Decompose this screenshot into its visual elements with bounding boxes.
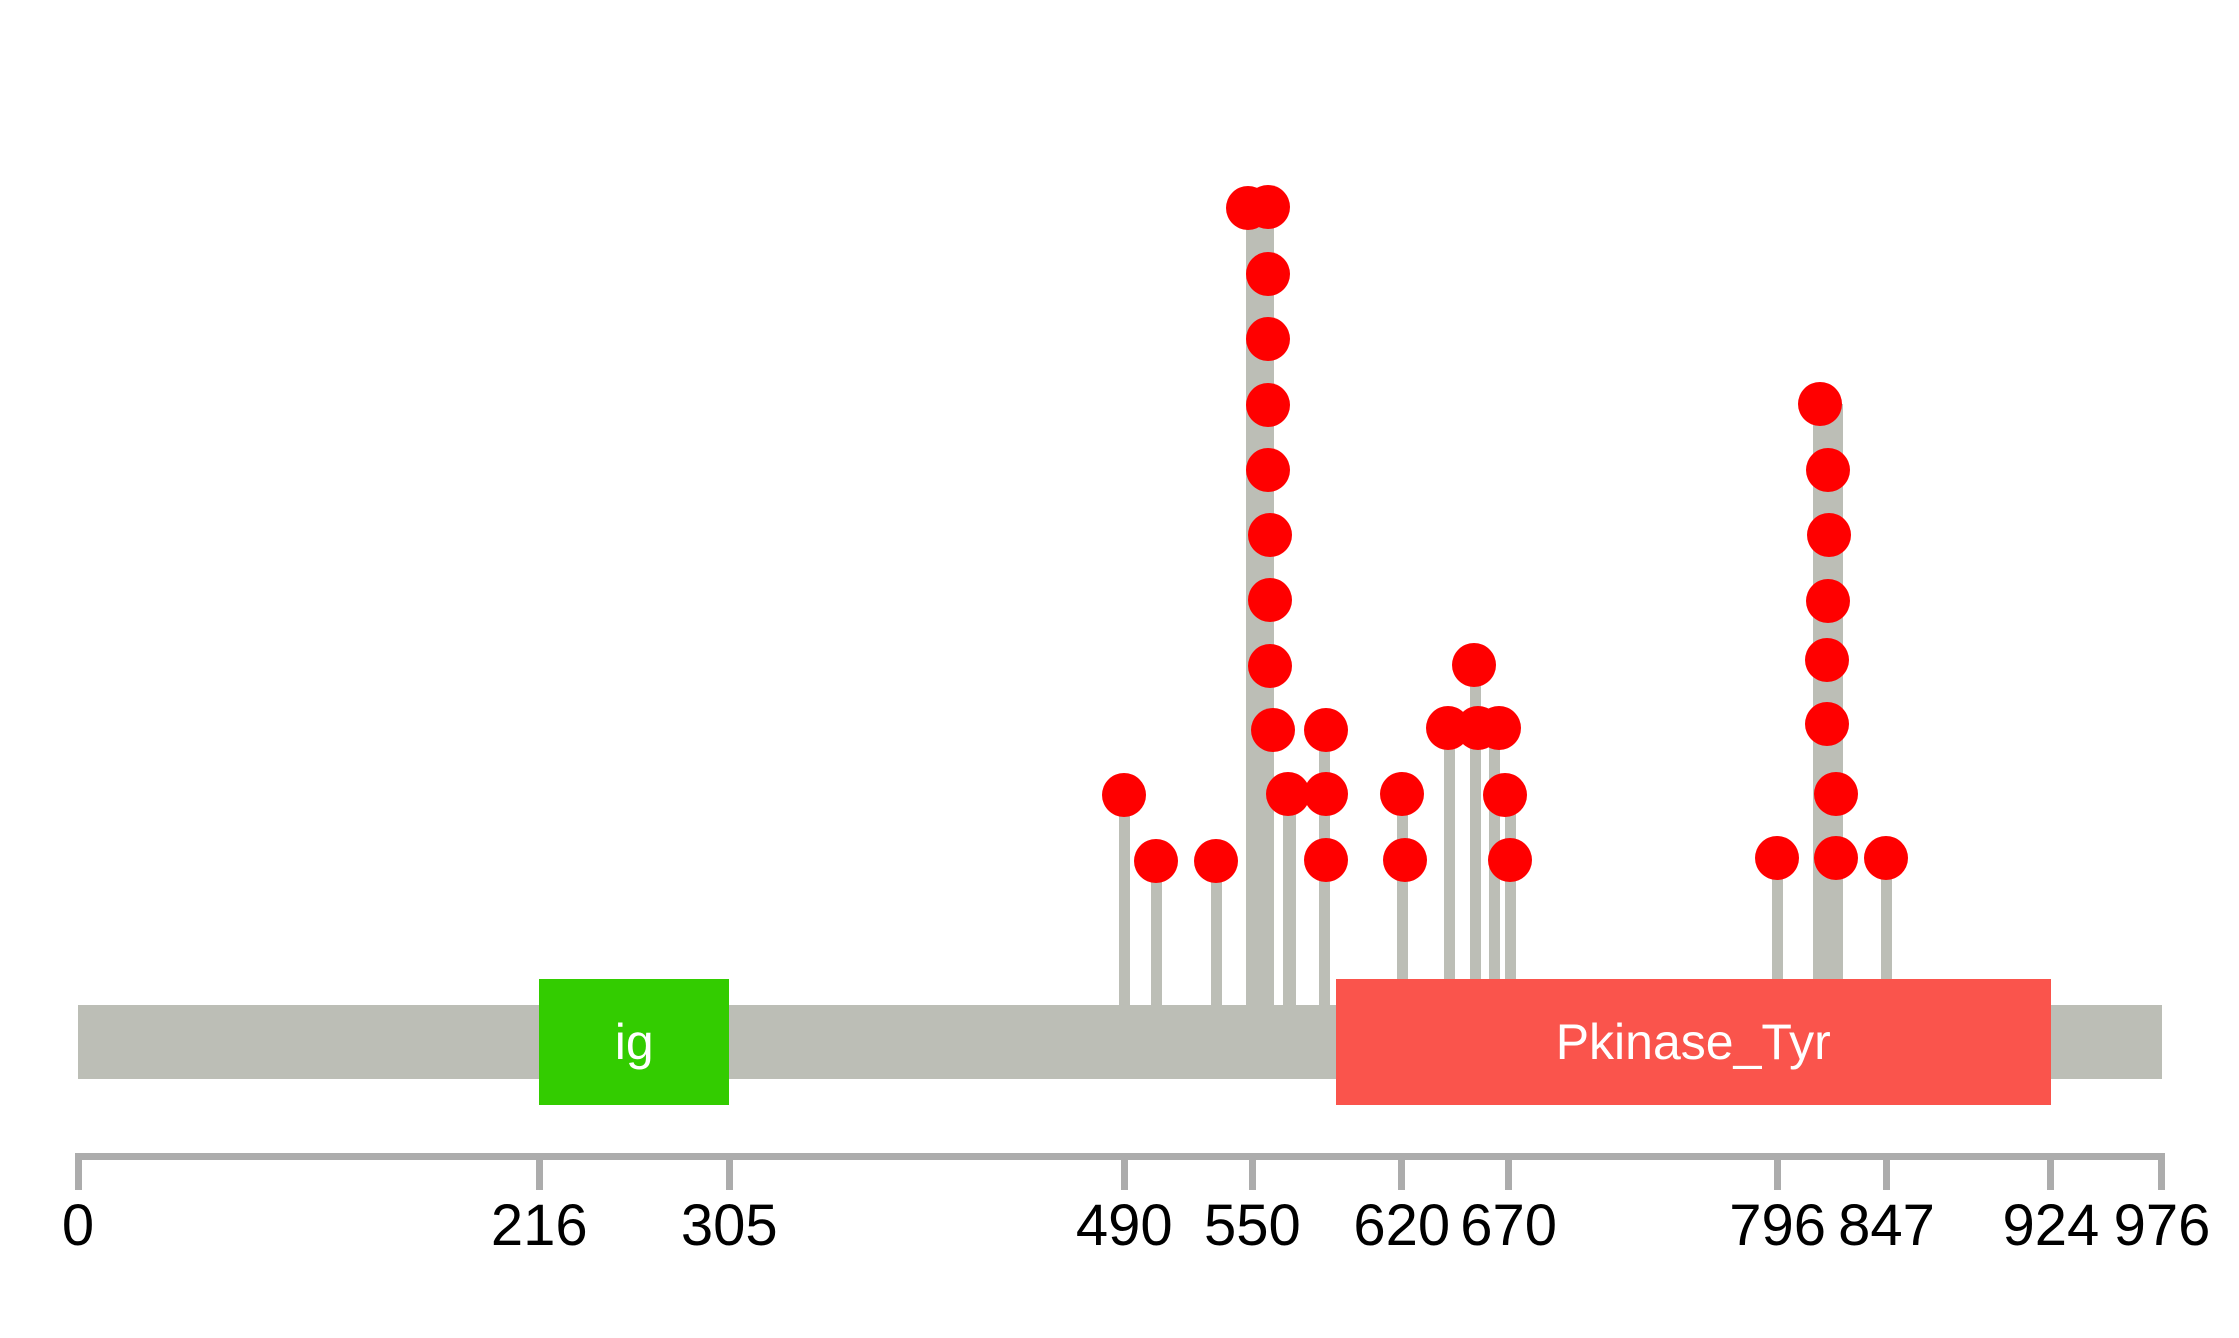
axis-tick-label: 796 [1729, 1193, 1826, 1258]
axis-tick [1398, 1153, 1406, 1190]
axis-tick [2047, 1153, 2055, 1190]
axis-tick [1120, 1153, 1128, 1190]
axis-tick-label: 847 [1838, 1193, 1935, 1258]
lollipop-stem [1282, 794, 1296, 1006]
lollipop-stem [1396, 794, 1408, 981]
lollipop-stem [1504, 795, 1516, 981]
mutation-circle [1380, 772, 1424, 816]
mutation-circle [1806, 448, 1850, 492]
mutation-circle [1755, 836, 1799, 880]
axis-tick-label: 216 [490, 1193, 588, 1258]
mutation-circle [1134, 839, 1178, 883]
mutation-circle [1304, 772, 1348, 816]
domain-box-ig: ig [539, 979, 730, 1105]
mutation-circle [1798, 382, 1842, 426]
mutation-circle [1805, 638, 1849, 682]
mutation-circle [1102, 773, 1146, 817]
mutation-circle [1864, 836, 1908, 880]
mutation-circle [1452, 643, 1496, 687]
mutation-circle [1246, 317, 1290, 361]
mutation-circle [1488, 838, 1532, 882]
lollipop-stem [1210, 861, 1222, 1006]
axis-tick-label: 976 [2113, 1193, 2211, 1258]
axis-tick [535, 1153, 543, 1190]
axis-tick [74, 1153, 82, 1190]
lollipop-stem [1469, 665, 1481, 981]
mutation-circle [1246, 383, 1290, 427]
domain-label: ig [614, 1014, 654, 1070]
axis-tick-label: 305 [680, 1193, 778, 1258]
axis-tick [1774, 1153, 1782, 1190]
mutation-circle [1194, 839, 1238, 883]
mutation-circle [1483, 773, 1527, 817]
axis-tick-label: 670 [1460, 1193, 1557, 1258]
mutation-circle [1807, 513, 1851, 557]
mutation-circle [1248, 513, 1292, 557]
axis-tick [1883, 1153, 1890, 1190]
lollipop-stem [1443, 728, 1455, 981]
mutation-circle [1248, 578, 1292, 622]
lollipop-stem [1813, 404, 1843, 981]
mutation-circle [1814, 772, 1858, 816]
axis-tick [2158, 1153, 2166, 1190]
axis-tick [725, 1153, 733, 1190]
domain-box-Pkinase_Tyr: Pkinase_Tyr [1335, 979, 2051, 1105]
axis-tick-label: 550 [1203, 1193, 1301, 1258]
mutation-circle [1805, 702, 1849, 746]
lollipop-stem [1118, 795, 1130, 1006]
lollipop-stem [1150, 861, 1162, 1006]
mutation-circle [1246, 448, 1290, 492]
axis-tick-label: 620 [1353, 1193, 1451, 1258]
lollipop-stem [1771, 858, 1783, 981]
mutation-circle [1814, 836, 1858, 880]
mutation-circle [1477, 706, 1521, 750]
axis-tick [1248, 1153, 1256, 1190]
mutation-circle [1246, 252, 1290, 296]
axis-tick [1505, 1153, 1513, 1190]
mutation-circle [1304, 838, 1348, 882]
axis-tick-label: 924 [2002, 1193, 2100, 1258]
mutation-circle [1266, 772, 1310, 816]
mutation-circle [1251, 708, 1295, 752]
domain-label: Pkinase_Tyr [1555, 1014, 1831, 1070]
mutation-circle [1304, 708, 1348, 752]
mutation-circle [1246, 185, 1290, 229]
lollipop-stem [1880, 858, 1892, 981]
axis-tick-label: 0 [61, 1193, 95, 1258]
axis-ruler-line [78, 1153, 2162, 1160]
axis-tick-label: 490 [1075, 1193, 1173, 1258]
mutation-circle [1806, 579, 1850, 623]
mutation-circle [1248, 644, 1292, 688]
mutation-circle [1383, 838, 1427, 882]
